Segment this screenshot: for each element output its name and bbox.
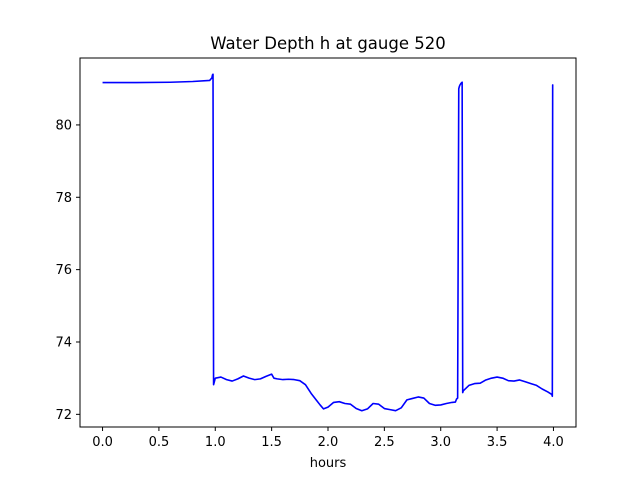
plot-area [102, 73, 554, 412]
x-tick-label: 3.0 [430, 435, 451, 450]
series-line [102, 73, 554, 412]
y-tick-label: 80 [55, 118, 72, 133]
axes-frame [79, 57, 577, 428]
x-tick-label: 0.0 [92, 435, 113, 450]
x-tick-label: 2.5 [374, 435, 395, 450]
x-tick-label: 1.5 [261, 435, 282, 450]
x-tick-label: 4.0 [543, 435, 564, 450]
y-tick-label: 72 [55, 408, 72, 423]
x-axis-label: hours [310, 456, 347, 471]
x-tick-label: 2.0 [318, 435, 339, 450]
x-tick-label: 1.0 [205, 435, 226, 450]
x-tick-label: 3.5 [487, 435, 508, 450]
x-axis: 0.0 0.5 1.0 1.5 2.0 2.5 3.0 3.5 4.0 [92, 427, 564, 450]
x-tick-label: 0.5 [149, 435, 170, 450]
y-axis: 72 74 76 78 80 [55, 118, 80, 423]
y-tick-label: 76 [55, 263, 72, 278]
chart-title: Water Depth h at gauge 520 [210, 34, 445, 53]
y-tick-label: 74 [55, 335, 72, 350]
y-tick-label: 78 [55, 191, 72, 206]
